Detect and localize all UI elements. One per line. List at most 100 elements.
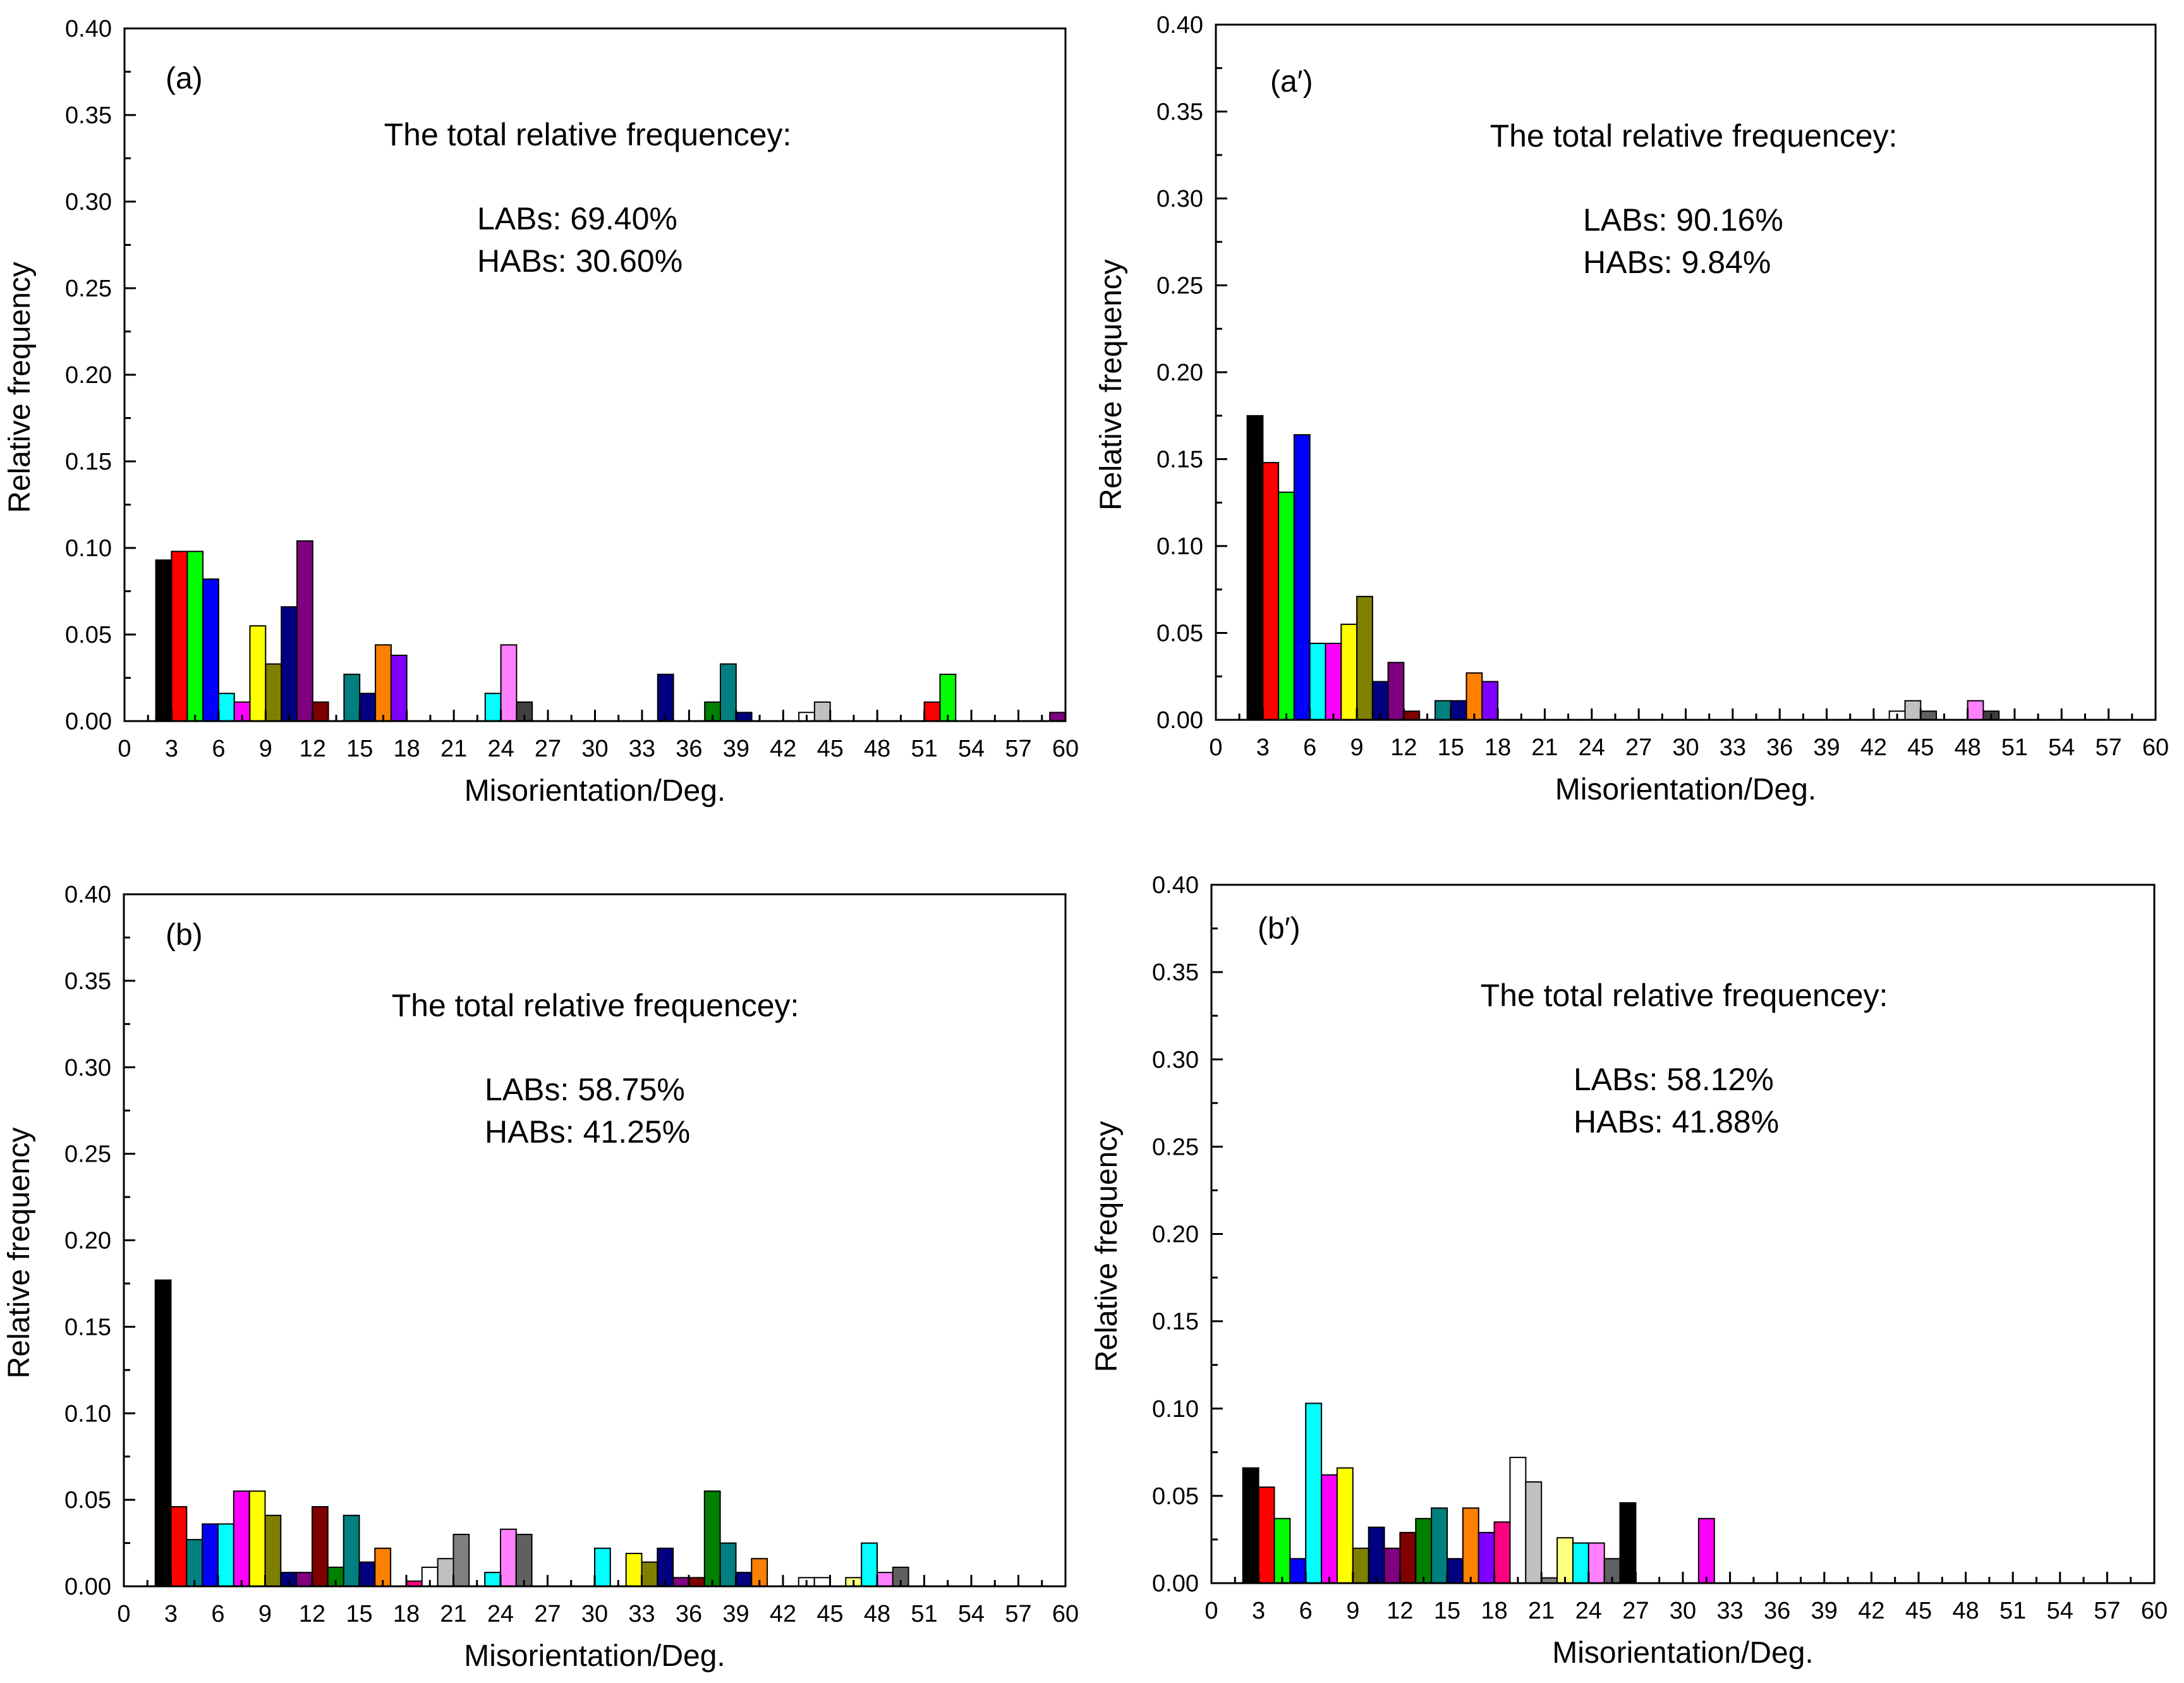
bar: [1273, 1517, 1291, 1584]
bar: [720, 663, 737, 722]
x-tick-label: 0: [117, 1601, 130, 1627]
x-tick-label: 33: [628, 1601, 655, 1627]
y-axis-title: Relative frequency: [1090, 1121, 1124, 1373]
panel-label: (a′): [1270, 65, 1313, 99]
bar: [1368, 1526, 1385, 1584]
bar: [202, 1523, 219, 1587]
bar: [171, 550, 188, 722]
bar: [265, 663, 282, 722]
bar: [1450, 700, 1467, 721]
bar: [312, 1506, 329, 1588]
bar: [813, 701, 831, 722]
x-tick-label: 54: [958, 736, 985, 762]
x-tick-label: 21: [440, 736, 467, 762]
y-tick-label: 0.25: [64, 1141, 111, 1168]
panel-label: (b′): [1258, 912, 1301, 945]
x-tick-label: 48: [1952, 1598, 1979, 1624]
y-tick-label: 0.20: [1156, 360, 1203, 386]
y-tick-label: 0.15: [65, 449, 112, 475]
y-tick-label: 0.30: [65, 189, 112, 216]
x-axis-title: Misorientation/Deg.: [464, 774, 726, 808]
y-tick-label: 0.05: [64, 1487, 111, 1514]
summary-heading: The total relative frequencey:: [1490, 118, 1898, 154]
x-tick-label: 9: [1346, 1598, 1359, 1624]
x-tick-label: 30: [581, 736, 608, 762]
x-tick-label: 57: [1005, 1601, 1031, 1627]
y-tick-label: 0.05: [1156, 621, 1203, 647]
bar: [1258, 1486, 1275, 1584]
x-tick-label: 33: [629, 736, 655, 762]
bar: [1431, 1507, 1448, 1584]
x-tick-label: 27: [1625, 734, 1652, 761]
bar: [1465, 672, 1483, 721]
bar: [154, 1279, 172, 1587]
x-tick-label: 33: [1716, 1598, 1743, 1624]
x-tick-label: 45: [1905, 1598, 1932, 1624]
bar: [1904, 700, 1922, 721]
x-tick-label: 24: [1579, 734, 1605, 761]
bar: [359, 693, 377, 722]
bar: [500, 644, 518, 722]
x-axis-title: Misorientation/Deg.: [464, 1639, 725, 1673]
x-tick-label: 24: [487, 736, 514, 762]
bar: [703, 1490, 721, 1587]
bar: [1278, 491, 1295, 721]
x-tick-label: 57: [2096, 734, 2122, 761]
x-tick-label: 54: [958, 1601, 985, 1627]
bar: [248, 1490, 266, 1587]
x-tick-label: 6: [1303, 734, 1316, 761]
bar: [1262, 462, 1280, 720]
chart-panel-1: 0 3 6 9 12 15 18 21 24 27 30 33 36 39 42 45 48 51 54 57 600.…: [3, 16, 1079, 808]
habs-percentage: HABs: 9.84%: [1583, 245, 1771, 280]
y-tick-label: 0.15: [64, 1314, 111, 1340]
x-tick-label: 33: [1720, 734, 1746, 761]
y-tick-label: 0.10: [65, 535, 112, 562]
summary-heading: The total relative frequencey:: [1481, 978, 1888, 1013]
y-tick-label: 0.05: [65, 622, 112, 648]
y-tick-label: 0.40: [65, 16, 112, 42]
bar: [264, 1514, 282, 1588]
bar: [343, 1514, 360, 1588]
y-tick-label: 0.15: [1156, 447, 1203, 473]
x-tick-label: 21: [440, 1601, 466, 1627]
bar: [877, 1572, 894, 1588]
x-tick-label: 51: [2001, 734, 2028, 761]
bar: [641, 1561, 658, 1587]
y-tick-label: 0.05: [1152, 1483, 1199, 1510]
x-tick-label: 15: [1434, 1598, 1460, 1624]
x-tick-label: 30: [1670, 1598, 1696, 1624]
x-tick-label: 54: [2048, 734, 2075, 761]
bar: [217, 693, 235, 722]
x-tick-label: 36: [1764, 1598, 1790, 1624]
y-tick-label: 0.35: [65, 102, 112, 129]
bar: [1371, 681, 1389, 720]
panel-label: (a): [166, 62, 203, 95]
bar: [202, 578, 219, 722]
x-tick-label: 42: [1858, 1598, 1884, 1624]
x-tick-label: 21: [1531, 734, 1558, 761]
bar: [1493, 1521, 1511, 1584]
x-tick-label: 48: [864, 736, 890, 762]
bar: [390, 654, 408, 722]
bar: [1246, 415, 1264, 721]
bar: [1435, 700, 1452, 721]
x-tick-label: 57: [1005, 736, 1031, 762]
bar: [1477, 1531, 1495, 1584]
bar: [233, 1490, 250, 1587]
x-axis-title: Misorientation/Deg.: [1555, 773, 1817, 806]
y-tick-label: 0.35: [64, 968, 111, 995]
x-tick-label: 36: [676, 1601, 702, 1627]
bar: [625, 1553, 643, 1587]
bar: [1352, 1547, 1369, 1584]
bar: [1049, 712, 1066, 722]
bar: [186, 1539, 203, 1588]
x-tick-label: 27: [1622, 1598, 1649, 1624]
bar: [296, 1572, 313, 1588]
habs-percentage: HABs: 41.25%: [485, 1114, 690, 1150]
x-tick-label: 15: [346, 736, 373, 762]
y-tick-label: 0.00: [1152, 1571, 1199, 1597]
bar: [1403, 710, 1421, 721]
x-tick-label: 6: [1299, 1598, 1313, 1624]
bar: [1356, 595, 1373, 721]
x-tick-label: 39: [1811, 1598, 1838, 1624]
